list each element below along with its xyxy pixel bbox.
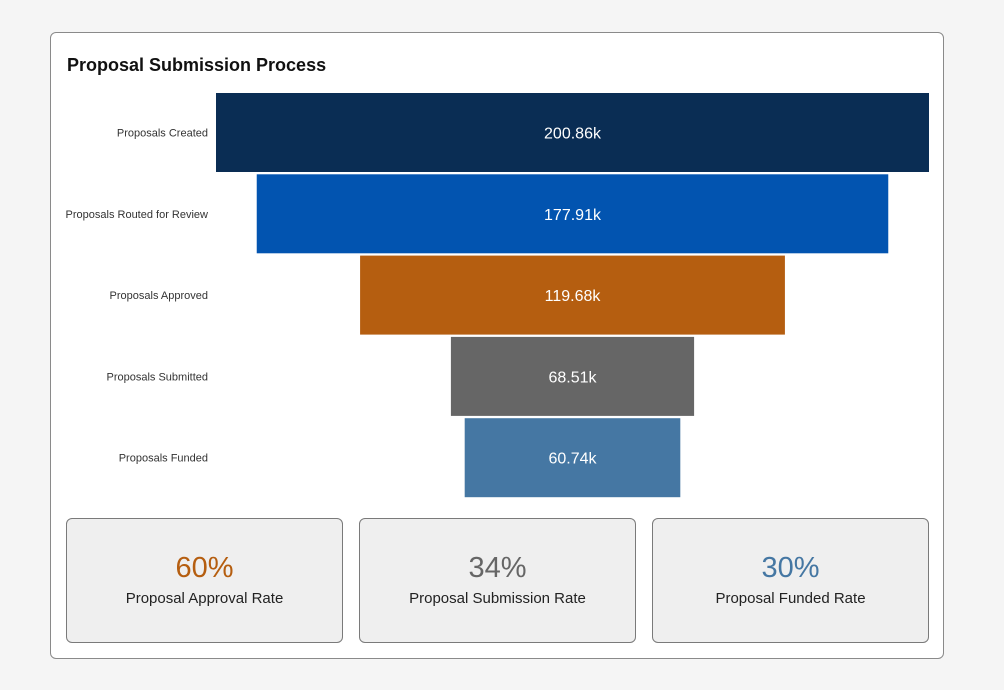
funnel-bar[interactable] bbox=[360, 255, 785, 335]
kpi-value: 60% bbox=[175, 552, 234, 584]
funnel-chart: 200.86k Proposals Created 177.91k Proposals… bbox=[66, 93, 929, 498]
category-label: Proposals Submitted bbox=[107, 371, 209, 383]
kpi-card-funded: 30% Proposal Funded Rate bbox=[652, 518, 929, 643]
bar-value-label: 68.51k bbox=[548, 369, 597, 386]
funnel-bar[interactable] bbox=[216, 93, 929, 172]
category-label: Proposals Created bbox=[117, 128, 208, 140]
funnel-bar[interactable] bbox=[450, 336, 695, 416]
kpi-label: Proposal Submission Rate bbox=[409, 590, 586, 607]
kpi-card-submission: 34% Proposal Submission Rate bbox=[359, 518, 636, 643]
category-label: Proposals Approved bbox=[110, 290, 208, 302]
bar-value-label: 60.74k bbox=[548, 451, 597, 468]
bar-value-label: 177.91k bbox=[544, 207, 602, 224]
funnel-bar[interactable] bbox=[464, 418, 681, 498]
chart-title: Proposal Submission Process bbox=[67, 55, 327, 75]
category-label: Proposals Funded bbox=[119, 453, 208, 465]
bar-value-label: 200.86k bbox=[544, 126, 602, 143]
category-label: Proposals Routed for Review bbox=[66, 209, 209, 221]
funnel-bar[interactable] bbox=[256, 174, 889, 254]
kpi-card-approval: 60% Proposal Approval Rate bbox=[66, 518, 343, 643]
funnel-panel: Proposal Submission Process 200.86k Propo… bbox=[50, 32, 944, 659]
kpi-label: Proposal Funded Rate bbox=[715, 590, 866, 607]
bar-value-label: 119.68k bbox=[545, 288, 602, 305]
kpi-label: Proposal Approval Rate bbox=[125, 590, 284, 607]
kpi-value: 30% bbox=[761, 552, 820, 584]
kpi-value: 34% bbox=[468, 552, 527, 584]
